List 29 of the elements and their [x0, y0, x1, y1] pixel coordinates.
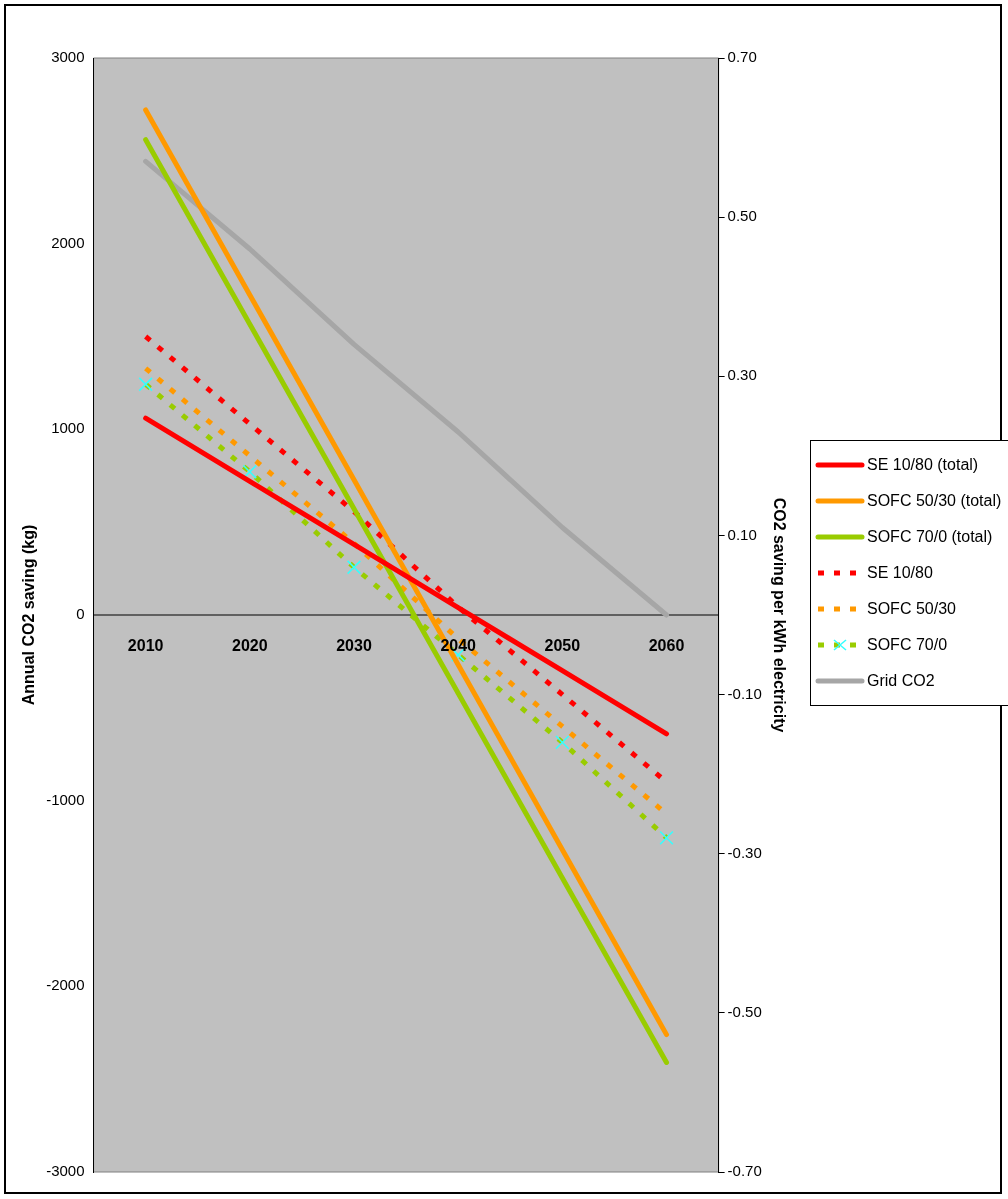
- x-tick-label: 2030: [336, 637, 372, 655]
- y-tick-label: -3000: [46, 1162, 85, 1180]
- y-tick-label: -2000: [46, 976, 85, 994]
- y-tick-label: 3000: [51, 48, 85, 66]
- legend-label: SE 10/80: [867, 564, 933, 582]
- legend-label: SOFC 50/30: [867, 600, 956, 618]
- y-axis-title: Annual CO2 saving (kg): [20, 524, 38, 706]
- y2-tick-label: 0.10: [727, 525, 757, 543]
- legend-label: SE 10/80 (total): [867, 456, 979, 474]
- y2-axis-title: CO2 saving per kWh electricity: [770, 497, 788, 733]
- y2-tick-label: -0.30: [727, 843, 762, 861]
- y2-tick-label: -0.70: [727, 1162, 762, 1180]
- y2-tick-label: 0.50: [727, 207, 757, 225]
- legend-label: SOFC 70/0 (total): [867, 528, 993, 546]
- y2-tick-label: -0.50: [727, 1003, 762, 1020]
- legend-label: Grid CO2: [867, 672, 935, 690]
- y2-tick-label: 0.30: [727, 366, 757, 384]
- y-tick-label: -1000: [46, 790, 85, 808]
- x-tick-label: 2010: [127, 637, 164, 655]
- y-tick-label: 2000: [51, 233, 85, 251]
- x-tick-label: 2060: [648, 637, 685, 655]
- x-tick-label: 2050: [544, 637, 581, 655]
- y2-tick-label: 0.70: [727, 48, 757, 66]
- y-tick-label: 0: [76, 605, 85, 623]
- y-tick-label: 1000: [51, 419, 85, 437]
- y2-tick-label: -0.10: [727, 684, 762, 702]
- legend-label: SOFC 70/0: [867, 636, 948, 654]
- x-tick-label: 2020: [232, 637, 268, 655]
- legend-label: SOFC 50/30 (total): [867, 492, 1002, 510]
